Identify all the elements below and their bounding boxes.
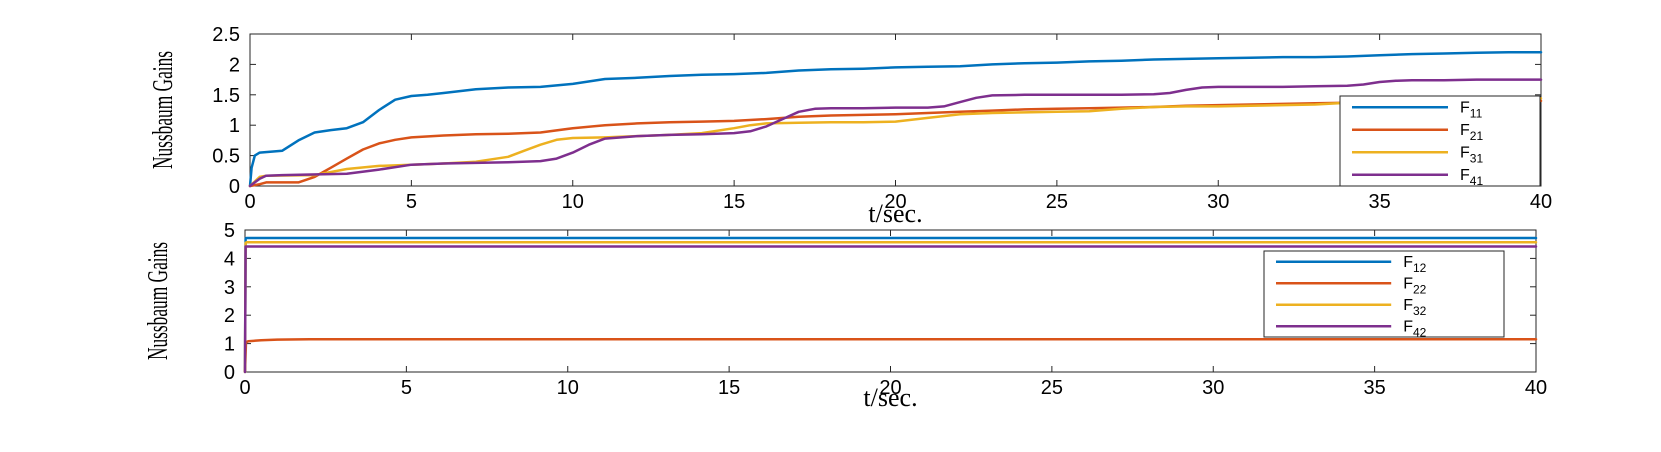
y-tick-label: 2 <box>229 54 240 76</box>
y-tick-label: 0.5 <box>212 146 240 168</box>
y-tick-label: 0 <box>229 176 240 198</box>
x-tick-label: 30 <box>1202 377 1224 399</box>
x-tick-label: 35 <box>1369 191 1391 213</box>
series-line-f41 <box>248 78 1543 188</box>
x-axis-label: t/sec. <box>863 383 917 412</box>
y-tick-label: 5 <box>224 220 235 242</box>
x-tick-label: 20 <box>879 377 901 399</box>
x-tick-label: 30 <box>1207 191 1229 213</box>
y-tick-label: 1 <box>229 115 240 137</box>
x-tick-label: 35 <box>1364 377 1386 399</box>
x-axis-label: t/sec. <box>868 199 922 228</box>
top-panel: 0 5 10 15 20 25 30 35 40 0 0.5 1 1.5 2 2.5 t/sec. Nussba… <box>148 24 1552 228</box>
y-tick-label: 1 <box>224 334 235 356</box>
y-tick-label: 0 <box>224 362 235 384</box>
x-tick-label: 10 <box>557 377 579 399</box>
legend-label: F22 <box>1403 275 1426 296</box>
y-axis-label: Nussbaum Gains <box>143 242 174 360</box>
y-tick-label: 2 <box>224 305 235 327</box>
legend-label: F41 <box>1460 167 1483 188</box>
legend-label: F42 <box>1403 318 1426 339</box>
y-tick-label: 4 <box>224 248 235 270</box>
legend-label: F21 <box>1460 122 1483 143</box>
x-tick-label: 0 <box>239 377 250 399</box>
y-tick-label: 3 <box>224 277 235 299</box>
x-tick-label: 5 <box>406 191 417 213</box>
x-tick-label: 25 <box>1046 191 1068 213</box>
legend-label: F31 <box>1460 144 1483 165</box>
x-tick-label: 25 <box>1041 377 1063 399</box>
x-tick-label: 40 <box>1530 191 1552 213</box>
legend-label: F32 <box>1403 297 1426 318</box>
series-line-f42 <box>243 245 1538 374</box>
legend-label: F11 <box>1460 99 1483 120</box>
y-tick-label: 1.5 <box>212 85 240 107</box>
legend-box <box>1263 250 1505 338</box>
legend-box <box>1339 95 1541 187</box>
y-tick-label: 2.5 <box>212 24 240 46</box>
x-tick-label: 0 <box>244 191 255 213</box>
x-tick-label: 15 <box>723 191 745 213</box>
x-tick-label: 10 <box>562 191 584 213</box>
series-line-f11 <box>248 50 1543 188</box>
x-tick-label: 5 <box>401 377 412 399</box>
x-tick-label: 40 <box>1525 377 1547 399</box>
x-tick-label: 20 <box>884 191 906 213</box>
legend-label: F12 <box>1403 254 1426 275</box>
x-tick-label: 15 <box>718 377 740 399</box>
y-axis-label: Nussbaum Gains <box>148 51 179 169</box>
